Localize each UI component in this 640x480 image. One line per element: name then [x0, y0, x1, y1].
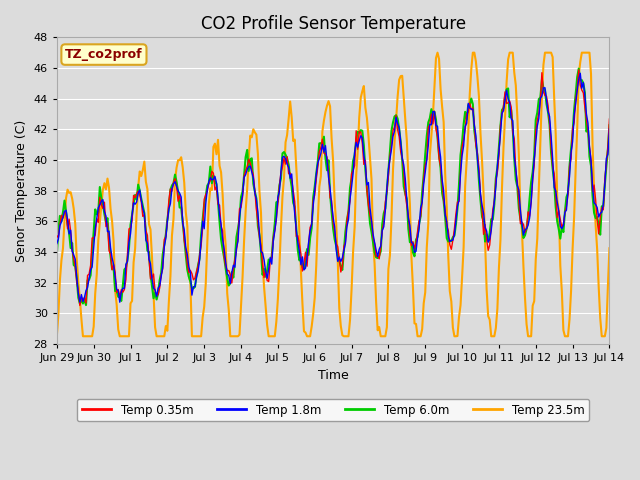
Temp 0.35m — [68, 247, 76, 253]
Temp 23.5m — [605, 245, 613, 251]
Temp 23.5m — [540, 62, 547, 68]
Temp 23.5m — [156, 334, 163, 339]
Temp 6.0m — [53, 252, 61, 257]
Y-axis label: Senor Temperature (C): Senor Temperature (C) — [15, 120, 28, 262]
Temp 1.8m — [116, 300, 124, 305]
X-axis label: Time: Time — [318, 369, 349, 382]
Temp 0.35m — [605, 116, 613, 122]
Line: Temp 0.35m: Temp 0.35m — [57, 70, 609, 305]
Temp 23.5m — [68, 196, 76, 202]
Text: TZ_co2prof: TZ_co2prof — [65, 48, 143, 61]
Temp 23.5m — [367, 176, 375, 182]
Temp 0.35m — [575, 67, 582, 73]
Temp 1.8m — [605, 126, 613, 132]
Line: Temp 6.0m: Temp 6.0m — [57, 69, 609, 305]
Temp 1.8m — [400, 162, 408, 168]
Temp 23.5m — [398, 73, 406, 79]
Temp 6.0m — [605, 122, 613, 128]
Legend: Temp 0.35m, Temp 1.8m, Temp 6.0m, Temp 23.5m: Temp 0.35m, Temp 1.8m, Temp 6.0m, Temp 2… — [77, 399, 589, 421]
Temp 0.35m — [53, 233, 61, 239]
Temp 0.35m — [540, 89, 547, 95]
Temp 23.5m — [53, 334, 61, 339]
Temp 23.5m — [386, 252, 394, 258]
Temp 1.8m — [369, 231, 377, 237]
Temp 6.0m — [82, 302, 90, 308]
Temp 0.35m — [388, 142, 396, 148]
Temp 6.0m — [540, 85, 547, 91]
Temp 1.8m — [540, 85, 547, 91]
Temp 0.35m — [400, 167, 408, 172]
Line: Temp 23.5m: Temp 23.5m — [57, 53, 609, 336]
Temp 6.0m — [157, 270, 165, 276]
Temp 6.0m — [68, 240, 76, 246]
Temp 6.0m — [575, 66, 582, 72]
Title: CO2 Profile Sensor Temperature: CO2 Profile Sensor Temperature — [200, 15, 466, 33]
Temp 1.8m — [577, 71, 584, 76]
Temp 1.8m — [388, 146, 396, 152]
Temp 6.0m — [388, 128, 396, 133]
Temp 0.35m — [76, 302, 84, 308]
Temp 23.5m — [434, 50, 442, 56]
Temp 1.8m — [53, 241, 61, 247]
Line: Temp 1.8m: Temp 1.8m — [57, 73, 609, 302]
Temp 1.8m — [68, 248, 76, 254]
Temp 0.35m — [369, 234, 377, 240]
Temp 6.0m — [369, 239, 377, 245]
Temp 1.8m — [157, 274, 165, 279]
Temp 6.0m — [400, 183, 408, 189]
Temp 0.35m — [157, 272, 165, 277]
